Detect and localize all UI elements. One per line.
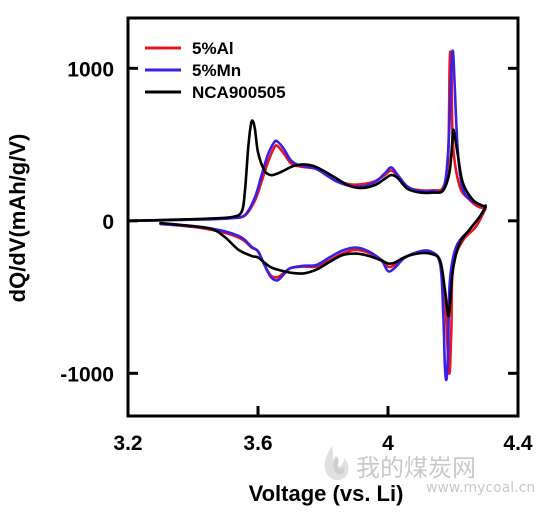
y-axis-title: dQ/dV(mAh/g/V) (5, 134, 30, 303)
axis-ticks: 3.2 3.6 4 4.4 -1000 0 1000 (60, 58, 533, 455)
y-tick-label: 1000 (67, 58, 114, 81)
flame-logo-icon (324, 446, 349, 481)
x-tick-label: 3.6 (243, 432, 272, 455)
plot-frame (126, 16, 520, 418)
y-axis-label: dQ/dV(mAh/g/V) (5, 134, 30, 303)
legend-label: NCA900505 (192, 83, 286, 102)
series-line-discharge (159, 207, 487, 375)
watermark-brand: 我的煤炭网 (356, 454, 476, 482)
legend-label: 5%Al (192, 39, 234, 58)
legend-label: 5%Mn (192, 61, 241, 80)
x-tick-label: 4.4 (503, 432, 533, 455)
plot-area (126, 49, 487, 382)
watermark-url: www.mycoal.cn (426, 480, 535, 496)
series-line-charge (126, 49, 487, 223)
x-tick-label: 4 (382, 432, 394, 455)
series-line-discharge (159, 205, 487, 318)
series-line-charge (126, 119, 487, 223)
watermark: 我的煤炭网 www.mycoal.cn (324, 446, 535, 496)
x-tick-label: 3.2 (113, 432, 142, 455)
y-tick-label: -1000 (60, 363, 114, 386)
series-line-discharge (159, 205, 487, 382)
series-line-charge (126, 50, 487, 223)
legend: 5%Al 5%Mn NCA900505 (145, 39, 286, 102)
x-axis-title: Voltage (vs. Li) (249, 481, 404, 506)
y-tick-label: 0 (102, 211, 114, 234)
